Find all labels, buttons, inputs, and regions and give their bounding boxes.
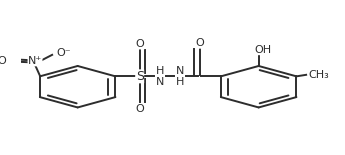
- Text: N
H: N H: [176, 66, 184, 87]
- Text: OH: OH: [254, 45, 271, 55]
- Text: H
N: H N: [156, 66, 164, 87]
- Text: CH₃: CH₃: [309, 70, 329, 80]
- Text: S: S: [136, 70, 144, 83]
- Text: O: O: [135, 39, 144, 49]
- Text: O: O: [135, 104, 144, 114]
- Text: O: O: [0, 56, 6, 66]
- Text: O: O: [195, 38, 204, 48]
- Text: N⁺: N⁺: [28, 56, 42, 66]
- Text: O⁻: O⁻: [57, 48, 71, 58]
